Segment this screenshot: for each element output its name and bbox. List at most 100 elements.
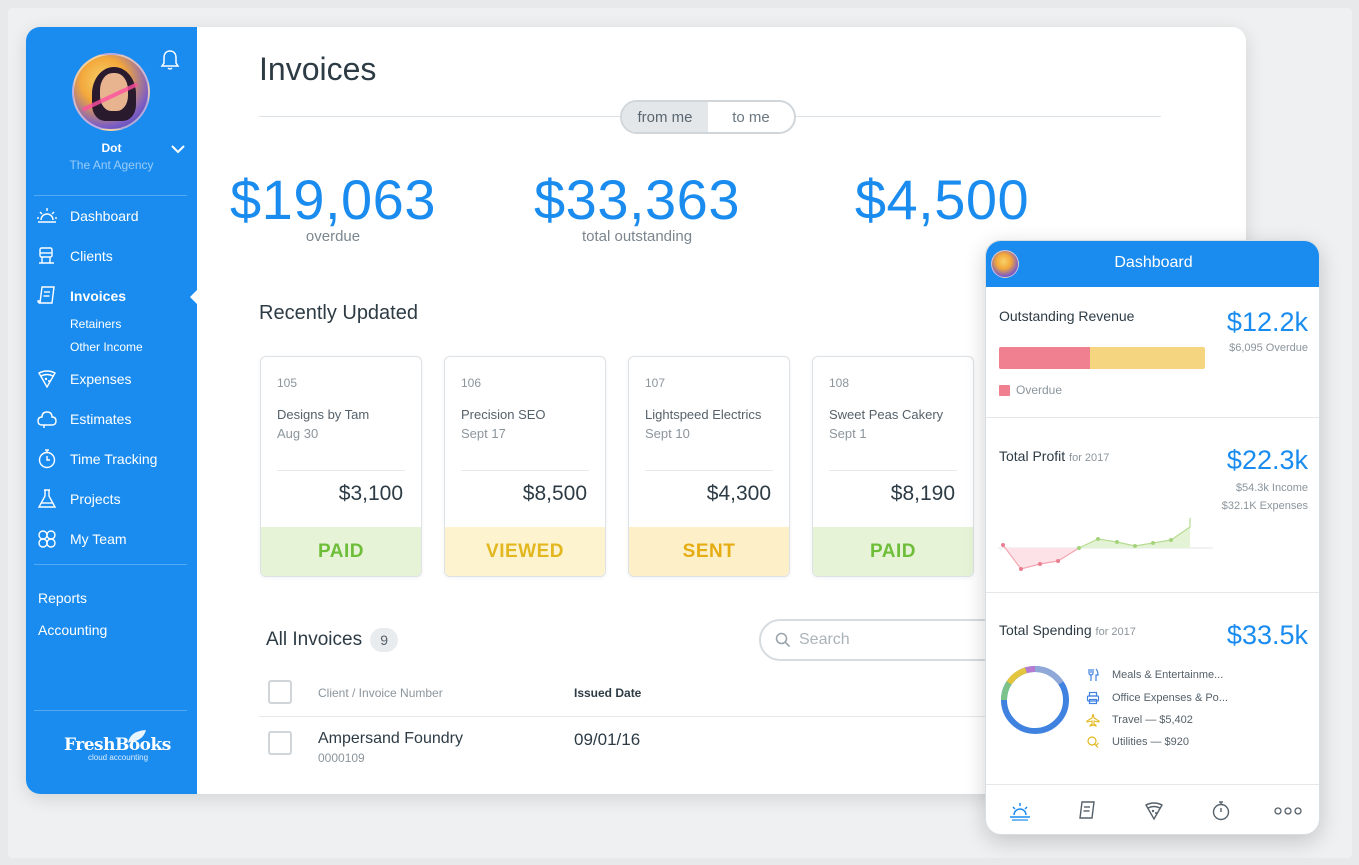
spending-label: Total Spending for 2017 [999,622,1136,638]
sidebar-subitem-retainers[interactable]: Retainers [70,317,122,331]
column-header-client[interactable]: Client / Invoice Number [318,686,443,700]
mobile-dashboard: Dashboard Outstanding Revenue $12.2k $6,… [985,240,1320,835]
invoice-card[interactable]: 107 Lightspeed Electrics Sept 10 $4,300 … [628,356,790,577]
spending-item-label: Travel — $5,402 [1112,714,1193,726]
mobile-avatar[interactable] [991,250,1019,278]
sidebar-item-projects[interactable]: Projects [36,486,121,512]
invoice-amount: $3,100 [338,482,403,505]
flask-icon [36,488,58,510]
toggle-to-me[interactable]: to me [732,108,770,126]
row-checkbox[interactable] [268,731,292,755]
stat-value: $33,363 [534,168,740,231]
sidebar-item-my-team[interactable]: My Team [36,526,127,552]
count-badge: 9 [370,628,399,652]
bulb-icon [1086,735,1100,749]
user-avatar[interactable] [72,53,150,131]
spending-item-label: Office Expenses & Po... [1112,692,1228,704]
sidebar-item-clients[interactable]: Clients [36,243,113,269]
active-pointer [190,290,197,304]
sidebar-item-invoices[interactable]: Invoices [36,283,126,309]
sidebar-divider [34,710,187,711]
invoice-amount: $4,300 [706,482,771,505]
direction-toggle[interactable]: from me to me [620,100,796,134]
card-divider [645,470,773,471]
page-title: Invoices [259,51,377,87]
bell-icon[interactable] [160,49,180,71]
invoice-date: Sept 10 [645,426,690,441]
sidebar-item-time-tracking[interactable]: Time Tracking [36,446,157,472]
invoice-date: Aug 30 [277,426,319,441]
total-spending-section[interactable]: Total Spending for 2017 $33.5k Meals & E… [986,593,1319,784]
chevron-down-icon[interactable] [170,143,186,155]
spending-item[interactable]: Utilities — $920 [1086,735,1189,749]
search-input[interactable] [799,631,999,649]
profit-period: for 2017 [1069,452,1110,464]
user-org: The Ant Agency [69,158,154,172]
invoice-number: 105 [277,376,298,390]
sidebar-subitem-other-income[interactable]: Other Income [70,340,143,354]
card-divider [461,470,589,471]
spending-item[interactable]: Travel — $5,402 [1086,713,1193,727]
search-box[interactable] [759,619,1019,661]
sidebar-link-accounting[interactable]: Accounting [38,622,108,638]
sidebar-item-label: Expenses [70,371,132,387]
all-invoices-header: All Invoices 9 [266,628,399,652]
toggle-from-me[interactable]: from me [622,102,708,132]
status-badge: VIEWED [445,527,605,576]
dashboard-tab-icon[interactable] [1006,797,1034,825]
invoice-card[interactable]: 106 Precision SEO Sept 17 $8,500 VIEWED [444,356,606,577]
invoices-tab-icon[interactable] [1073,797,1101,825]
spending-item-label: Meals & Entertainme... [1112,669,1224,681]
more-icon[interactable] [1273,797,1302,825]
sidebar-divider [34,195,187,196]
leaf-icon [128,730,146,743]
sidebar-link-reports[interactable]: Reports [38,590,88,606]
stat-value: $4,500 [854,168,1030,231]
invoice-card[interactable]: 108 Sweet Peas Cakery Sept 1 $8,190 PAID [812,356,974,577]
select-all-checkbox[interactable] [268,680,292,704]
outstanding-revenue-section[interactable]: Outstanding Revenue $12.2k $6,095 Overdu… [986,287,1319,418]
sidebar-item-estimates[interactable]: Estimates [36,406,131,432]
spending-item[interactable]: Meals & Entertainme... [1086,668,1223,682]
spending-item[interactable]: Office Expenses & Po... [1086,691,1228,705]
profit-expenses: $32.1K Expenses [1221,500,1308,512]
time-tab-icon[interactable] [1207,797,1235,825]
invoice-client: Precision SEO [461,407,546,422]
team-icon [36,528,58,550]
clients-icon [36,245,58,267]
row-client-name[interactable]: Ampersand Foundry [318,730,463,747]
stat-label: total outstanding [581,228,693,245]
sidebar-item-label: Time Tracking [70,451,158,467]
card-divider [277,470,405,471]
column-header-issued-date[interactable]: Issued Date [574,686,642,700]
sidebar-item-dashboard[interactable]: Dashboard [36,203,139,229]
revenue-bar [999,347,1205,369]
sidebar-item-label: Projects [70,491,121,507]
spending-value: $33.5k [1226,620,1308,650]
printer-icon [1086,691,1100,705]
revenue-legend: Overdue [999,383,1062,397]
estimates-icon [36,408,58,430]
legend-swatch [999,384,1010,396]
invoice-client: Designs by Tam [277,407,370,422]
profit-label-text: Total Profit [999,448,1066,464]
logo-tagline: cloud accounting [88,753,149,762]
status-badge: PAID [261,527,421,576]
invoice-date: Sept 17 [461,426,506,441]
invoice-number: 108 [829,376,850,390]
stat-total-outstanding: $33,363 total outstanding [487,167,787,245]
stopwatch-icon [36,448,58,470]
sidebar-item-label: Estimates [70,411,132,427]
sidebar-item-expenses[interactable]: Expenses [36,366,131,392]
revenue-value: $12.2k [1226,307,1308,337]
invoice-card[interactable]: 105 Designs by Tam Aug 30 $3,100 PAID [260,356,422,577]
search-icon [775,632,791,648]
sidebar-divider [34,564,187,565]
stat-value: $19,063 [230,168,436,231]
stat-overdue: $19,063 overdue [183,167,483,245]
invoice-icon [36,285,58,307]
total-profit-section[interactable]: Total Profit for 2017 $22.3k $54.3k Inco… [986,418,1319,593]
expenses-icon [36,368,58,390]
main-content: Invoices from me to me $19,063 overdue $… [197,27,1246,794]
expenses-tab-icon[interactable] [1140,797,1168,825]
